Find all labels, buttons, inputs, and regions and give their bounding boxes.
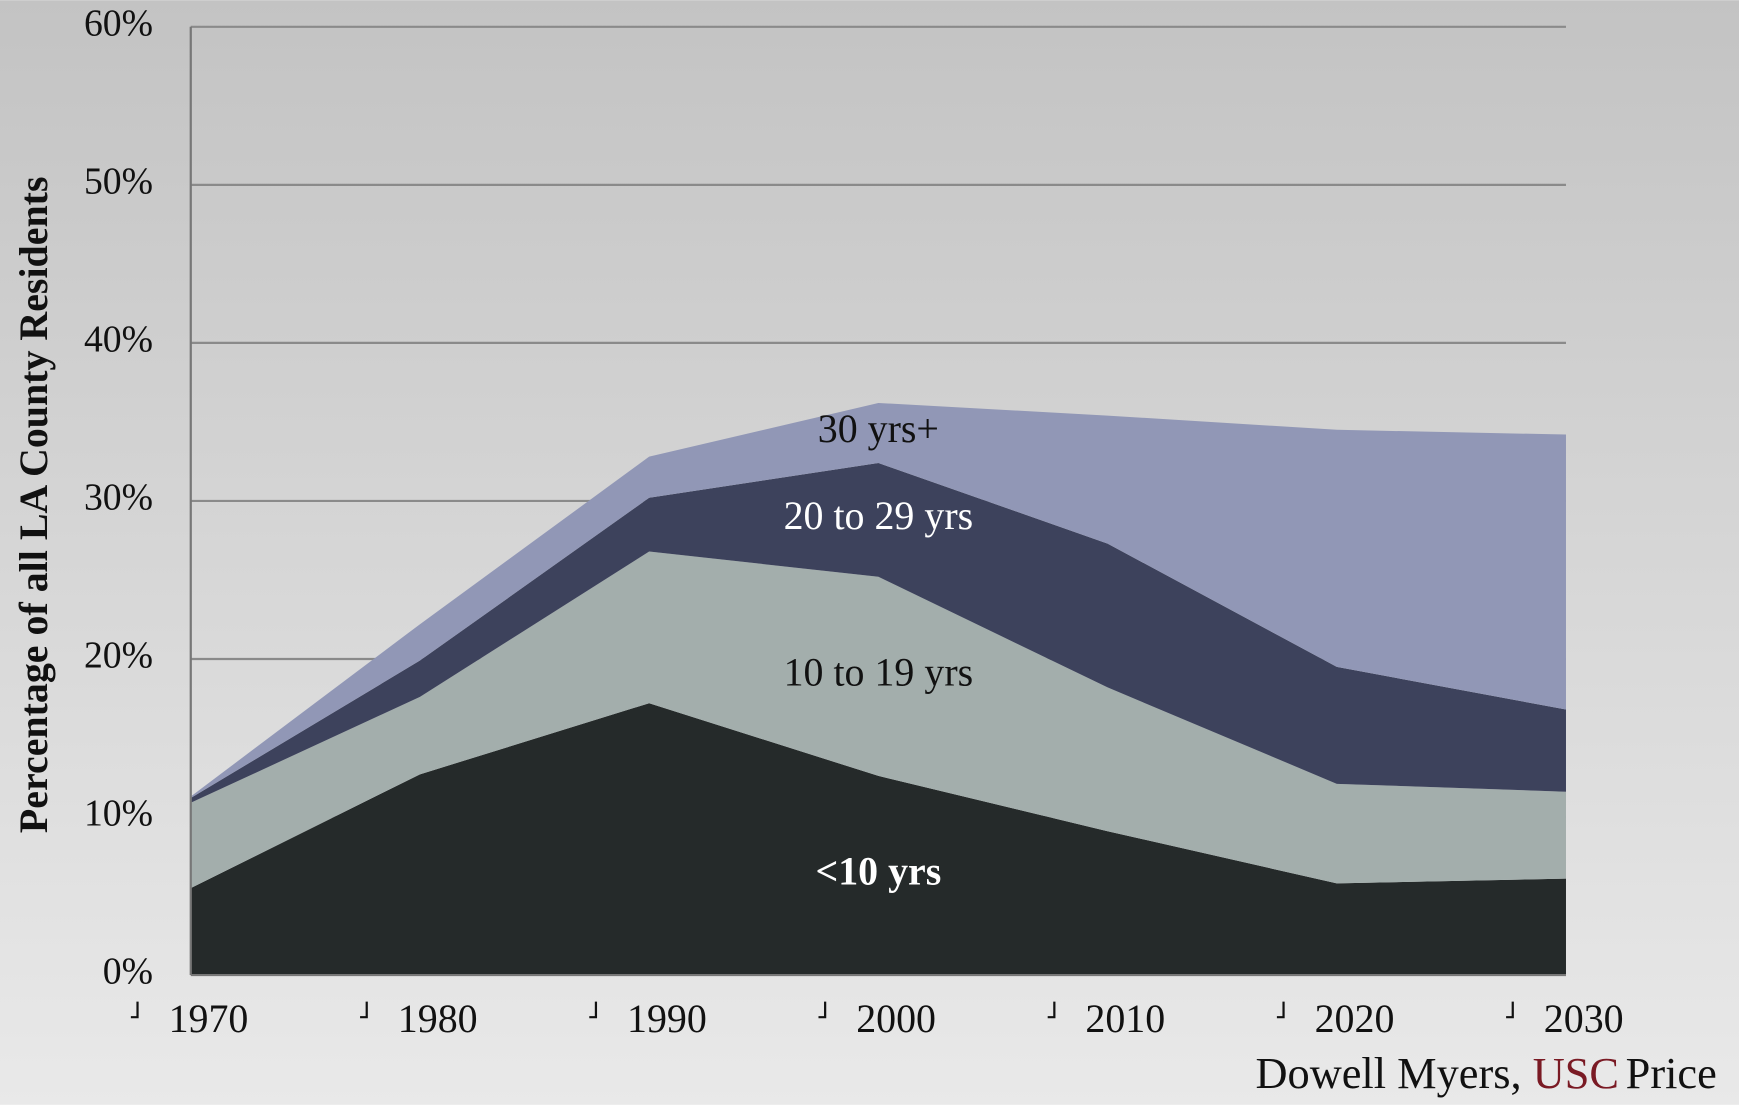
area <box>190 703 1566 976</box>
source-author: Dowell Myers, <box>1255 1048 1521 1098</box>
x-tick-label: 2030 <box>1544 996 1624 1041</box>
x-tick-label: 2010 <box>1085 996 1165 1041</box>
x-tick-mark <box>360 1001 368 1019</box>
y-axis-label: Percentage of all LA County Residents <box>11 177 56 834</box>
y-tick-label: 60% <box>84 2 153 44</box>
x-tick-mark <box>130 1001 139 1019</box>
y-tick-label: 40% <box>84 319 153 361</box>
area <box>190 551 1566 889</box>
x-tick-mark <box>818 1001 827 1019</box>
x-tick-label: 1990 <box>627 996 707 1041</box>
series-label: 20 to 29 yrs <box>784 493 974 538</box>
y-tick-label: 10% <box>84 793 153 835</box>
x-tick-label: 2020 <box>1315 996 1395 1041</box>
source: Dowell Myers, USC Price <box>1255 1048 1716 1098</box>
source-org: USC <box>1533 1048 1619 1098</box>
x-tick-label: 2000 <box>856 996 936 1041</box>
y-tick-label: 20% <box>84 635 153 677</box>
x-tick-mark <box>1047 1001 1056 1019</box>
x-tick-mark <box>589 1001 598 1019</box>
x-tick-mark <box>1276 1001 1285 1019</box>
x-tick-label: 1970 <box>169 996 249 1041</box>
x-tick-label: 1980 <box>398 996 478 1041</box>
series-label: 10 to 19 yrs <box>784 650 974 695</box>
area <box>190 462 1566 803</box>
source-unit: Price <box>1626 1048 1717 1098</box>
x-tick-mark <box>1506 1001 1514 1019</box>
area <box>190 402 1566 799</box>
y-tick-label: 50% <box>84 161 153 203</box>
series-label: 30 yrs+ <box>818 406 939 451</box>
y-tick-label: 30% <box>84 477 153 519</box>
y-tick-label: 0% <box>103 951 153 993</box>
series-label: <10 yrs <box>815 849 941 894</box>
